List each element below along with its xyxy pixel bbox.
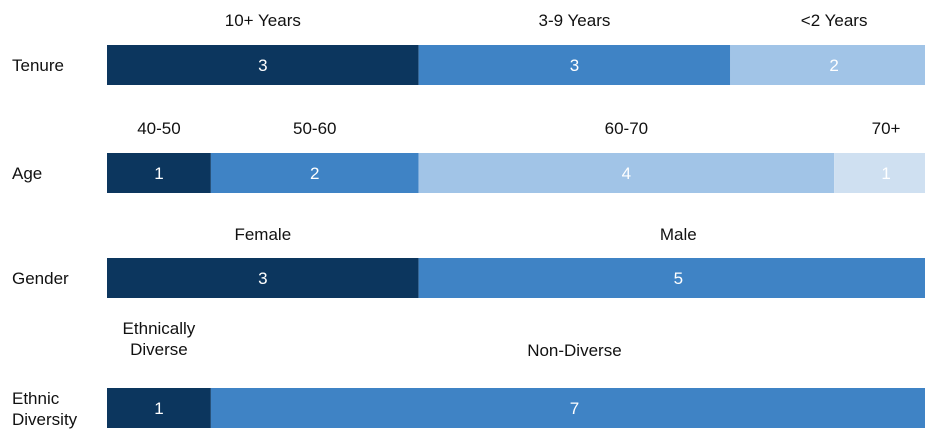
category-label: 40-50 (137, 119, 180, 138)
value-label: 4 (622, 164, 631, 183)
category-label: 10+ Years (225, 11, 301, 30)
row-label: Tenure (12, 56, 64, 75)
bar-segment (418, 153, 835, 193)
bar-segment (418, 258, 925, 298)
bar-segment (107, 153, 211, 193)
bar-segment (107, 45, 419, 85)
bar-segment (107, 388, 211, 428)
bar-segment (107, 258, 419, 298)
value-label: 1 (154, 164, 163, 183)
category-label: 70+ (872, 119, 901, 138)
value-label: 1 (881, 164, 890, 183)
value-label: 3 (258, 269, 267, 288)
row-label: Age (12, 164, 42, 183)
category-label: Male (660, 225, 697, 244)
value-label: 3 (570, 56, 579, 75)
category-label: Non-Diverse (527, 341, 621, 360)
value-label: 7 (570, 399, 579, 418)
value-label: 1 (154, 399, 163, 418)
value-label: 5 (674, 269, 683, 288)
value-label: 3 (258, 56, 267, 75)
bar-segment (210, 388, 925, 428)
bar-segment (834, 153, 925, 193)
category-label: <2 Years (801, 11, 868, 30)
row-label: Gender (12, 269, 69, 288)
category-label: Female (234, 225, 291, 244)
bar-segment (730, 45, 925, 85)
value-label: 2 (310, 164, 319, 183)
bar-segment (210, 153, 419, 193)
row-label: Ethnic Diversity (12, 389, 78, 429)
category-label: 3-9 Years (539, 11, 611, 30)
category-label: Ethnically Diverse (123, 319, 196, 359)
category-label: 50-60 (293, 119, 336, 138)
bar-segment (418, 45, 731, 85)
value-label: 2 (829, 56, 838, 75)
category-label: 60-70 (605, 119, 648, 138)
